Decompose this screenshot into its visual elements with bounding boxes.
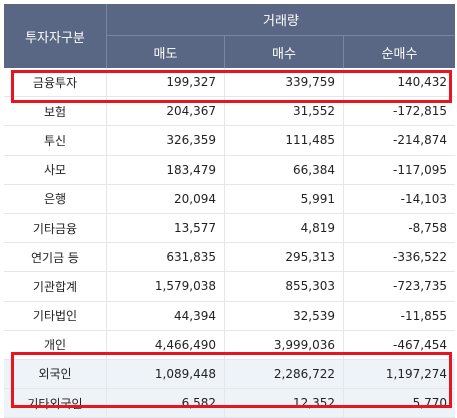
header-sell: 매도: [107, 36, 225, 68]
row-investor-name: 투신: [4, 126, 107, 155]
header-volume-group: 거래량: [107, 4, 455, 36]
row-net-value: -11,855: [400, 308, 447, 323]
row-buy-value: 111,485: [225, 126, 344, 155]
table-row: 투신 326,359 111,485 -214,874: [4, 126, 455, 156]
row-investor-name: 기타금융: [4, 213, 107, 243]
row-investor-name: 기타법인: [4, 301, 107, 330]
table-row: 기관합계 1,579,038 855,303 -723,735: [4, 272, 455, 302]
row-investor-name: 기관합계: [4, 272, 107, 301]
row-buy-value: 66,384: [225, 155, 344, 184]
table-row: 개인 4,466,490 3,999,036 -467,454: [4, 330, 455, 360]
table-row: 기타외국인 6,582 12,352 5,770: [4, 389, 455, 418]
row-investor-name: 외국인: [4, 359, 107, 389]
row-sell-value: 183,479: [107, 155, 225, 184]
row-buy-value: 339,759: [225, 68, 344, 97]
row-net-value: 5,770: [412, 396, 447, 411]
row-investor-name: 보험: [4, 97, 107, 126]
row-buy-value: 3,999,036: [225, 330, 344, 359]
row-net-value: -214,874: [393, 133, 447, 148]
row-buy-value: 4,819: [225, 213, 344, 243]
header-buy: 매수: [225, 36, 344, 68]
row-buy-value: 2,286,722: [225, 359, 344, 389]
table-row: 기타금융 13,577 4,819 -8,758: [4, 213, 455, 244]
table-row: 보험 204,367 31,552 -172,815: [4, 97, 455, 127]
table-row: 사모 183,479 66,384 -117,095: [4, 155, 455, 185]
row-net-value: -467,454: [393, 337, 447, 352]
row-net-value: -172,815: [393, 104, 447, 119]
row-investor-name: 금융투자: [4, 68, 107, 97]
row-sell-value: 326,359: [107, 126, 225, 155]
row-net-value: -8,758: [408, 221, 447, 236]
row-sell-value: 6,582: [107, 389, 225, 418]
row-investor-name: 연기금 등: [4, 243, 107, 272]
table-row: 외국인 1,089,448 2,286,722 1,197,274: [4, 359, 455, 390]
row-buy-value: 5,991: [225, 184, 344, 213]
row-sell-value: 20,094: [107, 184, 225, 213]
row-net-value: 1,197,274: [385, 366, 447, 381]
header-net-buy: 순매수: [381, 46, 418, 62]
row-investor-name: 은행: [4, 184, 107, 213]
row-investor-name: 기타외국인: [4, 389, 107, 418]
row-net-value: -336,522: [393, 250, 447, 265]
row-investor-name: 사모: [4, 155, 107, 184]
row-buy-value: 855,303: [225, 272, 344, 301]
row-net-value: 140,432: [397, 75, 447, 90]
row-buy-value: 295,313: [225, 243, 344, 272]
row-net-value: -117,095: [393, 162, 447, 177]
row-sell-value: 4,466,490: [107, 330, 225, 359]
table-header: 투자자구분 거래량 매도 매수 순매수: [4, 4, 455, 68]
row-buy-value: 32,539: [225, 301, 344, 330]
table-row: 연기금 등 631,835 295,313 -336,522: [4, 243, 455, 273]
row-sell-value: 199,327: [107, 68, 225, 97]
row-buy-value: 12,352: [225, 389, 344, 418]
row-net-value: -723,735: [393, 279, 447, 294]
row-investor-name: 개인: [4, 330, 107, 359]
row-buy-value: 31,552: [225, 97, 344, 126]
row-sell-value: 1,089,448: [107, 359, 225, 389]
table-row: 은행 20,094 5,991 -14,103: [4, 184, 455, 214]
row-sell-value: 204,367: [107, 97, 225, 126]
row-sell-value: 631,835: [107, 243, 225, 272]
row-sell-value: 44,394: [107, 301, 225, 330]
table-row: 금융투자 199,327 339,759 140,432: [4, 68, 455, 98]
row-sell-value: 13,577: [107, 213, 225, 243]
header-investor-category: 투자자구분: [4, 4, 107, 68]
investor-trading-table: 투자자구분 거래량 매도 매수 순매수 금융투자 199,327 339,759…: [4, 4, 455, 418]
table-row: 기타법인 44,394 32,539 -11,855: [4, 301, 455, 331]
row-net-value: -14,103: [400, 191, 447, 206]
row-sell-value: 1,579,038: [107, 272, 225, 301]
